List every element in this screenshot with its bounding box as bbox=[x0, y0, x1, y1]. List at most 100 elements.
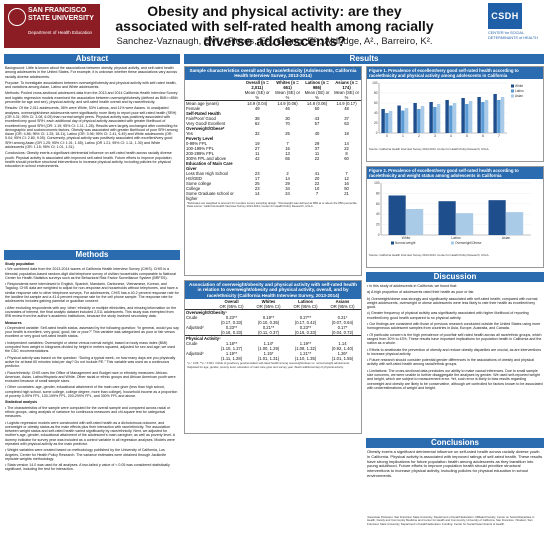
y-tick-label: 40 bbox=[376, 212, 380, 216]
table2-subheader: OR (95% CI) bbox=[330, 304, 355, 310]
table-cell-ci: (0.11, 0.37) bbox=[257, 330, 280, 336]
figure2-footnote: Source: California Health Interview Surv… bbox=[369, 253, 490, 257]
table-cell: 40 bbox=[314, 130, 320, 136]
bar bbox=[388, 111, 393, 133]
table-row: 200-299% FPL 11 13 11 8 bbox=[185, 151, 361, 156]
y-tick-label: 0 bbox=[376, 131, 378, 135]
table-cell-ci: (1.08, 1.32) bbox=[294, 346, 317, 352]
table-cell: 19 bbox=[254, 140, 260, 146]
bar bbox=[404, 108, 409, 133]
affiliations: ¹Associate Professor, San Francisco Stat… bbox=[367, 516, 535, 526]
row-label: 200-299% FPL bbox=[186, 150, 214, 156]
table-row: College 23 34 10 50 bbox=[185, 186, 361, 191]
table-cell-ci: (0.04, 0.72) bbox=[331, 330, 354, 336]
table-cell: 0.21** bbox=[262, 325, 275, 331]
y-tick-label: 60 bbox=[376, 202, 380, 206]
table-cell: 1.21** bbox=[299, 351, 312, 357]
poster-authors: Sanchez-Vaznaugh, EV¹., Flores, E²., Gia… bbox=[116, 36, 433, 47]
table-row-ci: (1.10, 1.27) (1.00, 1.29) (1.08, 1.32) (0.9… bbox=[185, 346, 361, 351]
sfsu-logo: SAN FRANCISCO STATE UNIVERSITY Departmen… bbox=[4, 4, 100, 48]
table-row: 100-199% FPL 27 15 37 22 bbox=[185, 146, 361, 151]
table-cell: 1.19** bbox=[225, 351, 238, 357]
legend-swatch bbox=[391, 241, 394, 245]
table2-col-header: Asians bbox=[335, 299, 350, 305]
table-row: Yes 32 25 40 18 bbox=[185, 131, 361, 136]
abstract-background: Background: Little is known about the as… bbox=[5, 66, 177, 79]
figure1: Figure 1. Prevalence of excellent/very g… bbox=[366, 66, 544, 162]
table-cell: 27 bbox=[254, 145, 260, 151]
legend-swatch bbox=[511, 89, 514, 93]
table-cell: 29 bbox=[285, 180, 290, 186]
table-row: Fair/Poor/ Good 38 30 43 37 bbox=[185, 116, 361, 121]
methods-para: • The characteristics of the sample were… bbox=[5, 405, 171, 419]
table2-col-header: Latinos bbox=[298, 299, 313, 305]
bar bbox=[433, 107, 437, 133]
table-row: Less than High School 23 2 41 7 bbox=[185, 171, 361, 176]
x-tick-label: 1 bbox=[402, 134, 404, 138]
table-cell: 70 bbox=[285, 120, 290, 126]
bar bbox=[388, 195, 406, 235]
csdh-logo: CSDH CENTER for SOCIAL DETERMINANTS of H… bbox=[488, 3, 544, 51]
table-cell: 10 bbox=[314, 185, 320, 191]
row-label: Adjusted² bbox=[186, 351, 204, 357]
bar bbox=[477, 97, 481, 133]
left-logo-sub: Department of Health Education bbox=[28, 30, 93, 35]
row-label: College bbox=[186, 185, 201, 191]
table-cell: 20 bbox=[314, 175, 320, 181]
table1-footnotes: *Estimates are weighted to account for c… bbox=[187, 200, 358, 209]
table-cell: 15 bbox=[285, 145, 290, 151]
row-label: Self-Rated Health bbox=[186, 110, 221, 116]
table-cell-ci: (1.01, 1.55) bbox=[331, 356, 354, 362]
abstract-body: Background: Little is known about the as… bbox=[5, 66, 179, 246]
table-cell-ci: (1.11, 1.28) bbox=[220, 356, 243, 362]
bar bbox=[397, 105, 401, 133]
table-cell: 17 bbox=[254, 175, 260, 181]
table1-subheader: Mean (SE) or % bbox=[244, 89, 270, 100]
discussion-para: • Of particular concern is the high prev… bbox=[367, 332, 542, 346]
table-cell: 21 bbox=[344, 190, 349, 196]
legend-swatch bbox=[511, 94, 514, 98]
y-tick-label: 80 bbox=[374, 91, 378, 95]
table-cell bbox=[241, 161, 273, 171]
table-cell: 0.27** bbox=[299, 315, 312, 321]
table1-title: Sample characteristics overall and by ra… bbox=[185, 67, 361, 80]
row-label: 0-99% FPL bbox=[186, 140, 207, 146]
table-row: 300% FPL and above 42 65 22 60 bbox=[185, 156, 361, 161]
table-cell: 11 bbox=[314, 150, 320, 156]
table-cell: 41 bbox=[314, 170, 320, 176]
table-cell: 8 bbox=[345, 150, 348, 156]
table-row: Self-Rated Health bbox=[185, 111, 361, 116]
methods-subhead-measures: Measures bbox=[5, 320, 22, 325]
discussion-para: b) Overweight/obese was strongly and sig… bbox=[367, 296, 538, 310]
y-tick-label: 100 bbox=[374, 181, 380, 185]
table-cell: 7 bbox=[315, 190, 319, 196]
row-label: Education of Main Care Giver bbox=[186, 160, 233, 171]
table-cell: 32 bbox=[254, 130, 260, 136]
table-row: HS/GED 17 14 20 12 bbox=[185, 176, 361, 181]
methods-para: • Dependent variable: Self-rated health … bbox=[5, 325, 179, 339]
table-cell: 12 bbox=[344, 175, 349, 181]
table-cell: 0.21* bbox=[337, 315, 348, 321]
methods-para: • Weight variables were created based on… bbox=[5, 448, 167, 461]
bar bbox=[488, 200, 506, 235]
row-label: HS/GED bbox=[186, 175, 203, 181]
abstract-conclusions: Conclusions: Obesity exerts a significan… bbox=[5, 151, 172, 169]
table1-col-header: Latinos (n = 986) bbox=[305, 79, 329, 90]
table-cell-ci: (0.16, 0.33) bbox=[294, 330, 317, 336]
table-cell-ci: (0.17, 0.33) bbox=[220, 320, 243, 326]
row-label: Mean age (years) bbox=[185, 99, 242, 106]
table-row: Poverty Level bbox=[185, 136, 361, 141]
table2-footnotes: *p < 0.05; **p < 0.001. ¹Odds of good/ve… bbox=[187, 361, 350, 369]
table1-subheader: Mean (SE) or % bbox=[275, 89, 300, 100]
table-cell: 50 bbox=[314, 105, 320, 111]
methods-subhead-study: Study population bbox=[5, 262, 35, 266]
conclusions-body: Obesity exerts a significant detrimental… bbox=[367, 450, 543, 478]
bar bbox=[406, 209, 424, 235]
table-row-ci: (0.16, 0.33) (0.11, 0.37) (0.16, 0.33) (0.0… bbox=[185, 330, 361, 336]
table2-grid: Overall Whites Latinos Asians OR (95% CI) OR … bbox=[185, 299, 361, 361]
table-cell: 14.9 (0.04) bbox=[241, 99, 274, 106]
table-cell-ci: (0.92, 1.40) bbox=[331, 346, 354, 352]
figure2: Figure 2. Prevalence of excellent/very g… bbox=[366, 166, 544, 268]
table-cell: 43 bbox=[314, 115, 320, 121]
